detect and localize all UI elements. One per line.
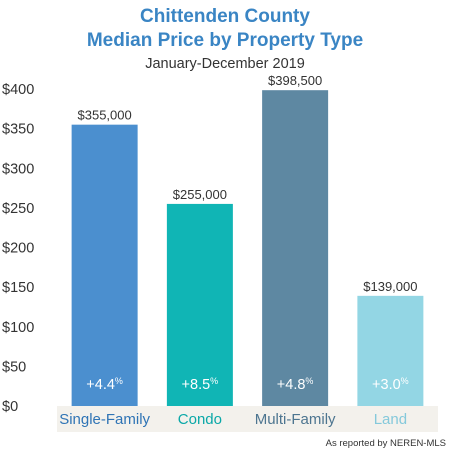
y-tick-label: $250 bbox=[2, 201, 34, 217]
change-value: +3.0 bbox=[372, 377, 401, 393]
category-label: Multi-Family bbox=[255, 411, 336, 428]
change-unit: % bbox=[305, 376, 313, 386]
source-note: As reported by NEREN-MLS bbox=[326, 438, 446, 449]
change-label: +4.4% bbox=[86, 376, 123, 393]
y-tick-label: $350 bbox=[2, 122, 34, 138]
change-label: +3.0% bbox=[372, 376, 409, 393]
change-unit: % bbox=[210, 376, 218, 386]
change-label: +8.5% bbox=[182, 376, 219, 393]
bar bbox=[262, 90, 329, 406]
y-tick-label: $400 bbox=[2, 82, 34, 98]
y-tick-label: $150 bbox=[2, 280, 34, 296]
chart-subtitle: January-December 2019 bbox=[145, 56, 305, 72]
y-tick-label: $50 bbox=[2, 359, 26, 375]
value-label: $355,000 bbox=[78, 108, 132, 123]
category-label: Single-Family bbox=[59, 411, 150, 428]
y-tick-label: $100 bbox=[2, 320, 34, 336]
bar bbox=[71, 124, 138, 406]
y-axis: $0 $50 $100 $150 $200 $250 $300 $350 $400 bbox=[2, 82, 34, 415]
y-tick-label: $300 bbox=[2, 161, 34, 177]
change-unit: % bbox=[401, 376, 409, 386]
category-band bbox=[57, 406, 438, 432]
category-label: Land bbox=[374, 411, 407, 428]
chart-title-line1: Chittenden County bbox=[140, 6, 310, 27]
x-axis: Single-Family Condo Multi-Family Land bbox=[59, 411, 407, 428]
change-value: +4.4 bbox=[86, 377, 115, 393]
change-value: +4.8 bbox=[277, 377, 306, 393]
change-value: +8.5 bbox=[182, 377, 211, 393]
bar bbox=[166, 203, 233, 406]
chart-title-line2: Median Price by Property Type bbox=[87, 30, 363, 51]
bar bbox=[357, 295, 424, 406]
value-label: $139,000 bbox=[363, 279, 417, 294]
change-unit: % bbox=[115, 376, 123, 386]
value-label: $255,000 bbox=[173, 187, 227, 202]
bars: $355,000 +4.4% $255,000 +8.5% $398,500 +4.8% $… bbox=[71, 73, 424, 406]
y-tick-label: $0 bbox=[2, 399, 18, 415]
category-label: Condo bbox=[178, 411, 222, 428]
value-label: $398,500 bbox=[268, 73, 322, 88]
y-tick-label: $200 bbox=[2, 241, 34, 257]
change-label: +4.8% bbox=[277, 376, 314, 393]
